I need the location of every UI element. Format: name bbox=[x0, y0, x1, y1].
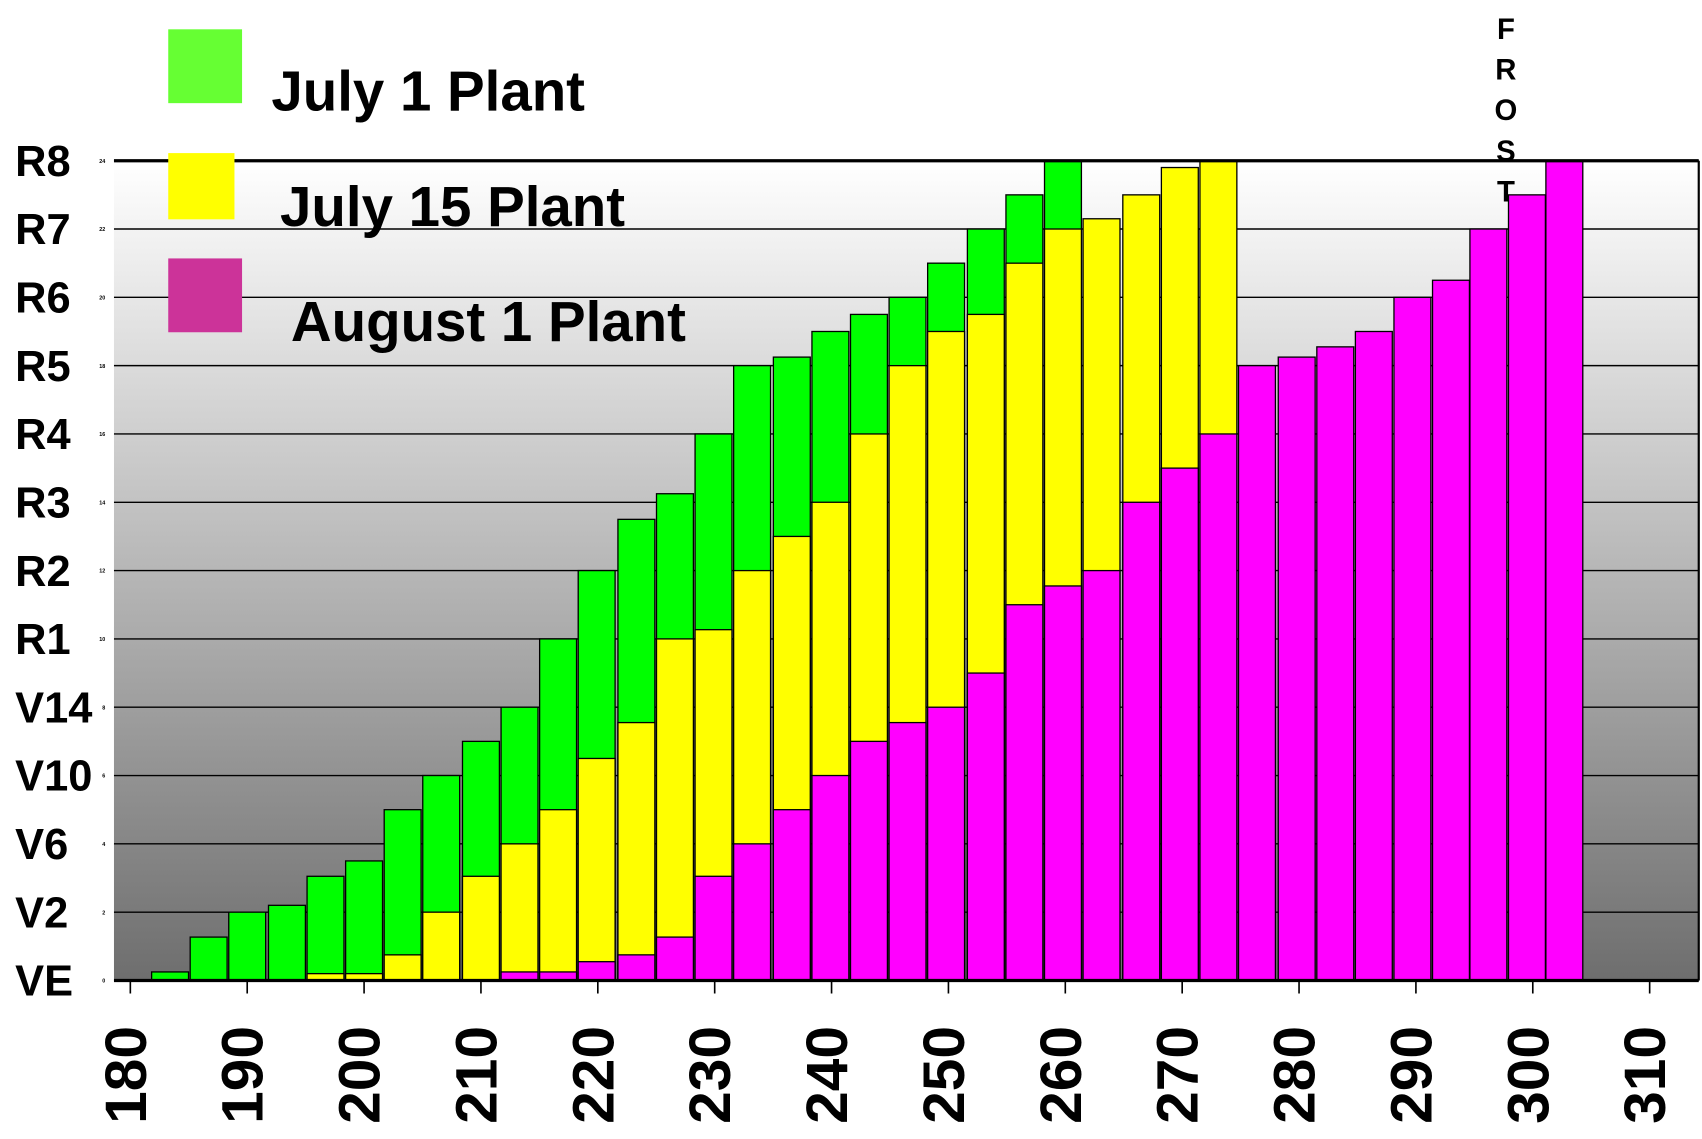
y-tick-label: 8 bbox=[102, 705, 105, 711]
y-tick-label: 18 bbox=[99, 364, 105, 370]
bar bbox=[811, 774, 850, 982]
bar bbox=[1431, 279, 1471, 982]
x-tick-label: 310 bbox=[1613, 1026, 1678, 1124]
x-tick-label: 260 bbox=[1029, 1026, 1094, 1124]
bar bbox=[500, 843, 539, 982]
bar bbox=[966, 672, 1005, 982]
bar bbox=[577, 757, 616, 982]
bar bbox=[655, 638, 695, 982]
stage-label: R7 bbox=[15, 206, 70, 254]
legend: July 1 Plant July 15 Plant August 1 Plant bbox=[168, 29, 686, 353]
stage-label: VE bbox=[15, 958, 73, 1006]
x-tick-label: 300 bbox=[1496, 1026, 1561, 1124]
y-tick-label: 16 bbox=[99, 432, 105, 438]
legend-swatch bbox=[168, 153, 235, 220]
bar bbox=[617, 721, 656, 982]
bar bbox=[926, 706, 966, 982]
bar bbox=[888, 721, 927, 982]
y-tick-label: 4 bbox=[102, 842, 105, 848]
y-tick-label: 14 bbox=[99, 500, 105, 506]
bar bbox=[694, 875, 733, 982]
x-tick-label: 220 bbox=[561, 1026, 626, 1124]
x-tick-label: 280 bbox=[1263, 1026, 1328, 1124]
x-tick-label: 270 bbox=[1146, 1026, 1211, 1124]
stage-label: R8 bbox=[15, 138, 70, 186]
bar bbox=[344, 860, 384, 982]
stage-label: R4 bbox=[15, 411, 70, 459]
bar bbox=[383, 809, 422, 982]
stage-label: R2 bbox=[15, 548, 70, 596]
y-tick-label: 10 bbox=[99, 637, 105, 643]
bar bbox=[1469, 228, 1508, 982]
bar bbox=[267, 904, 307, 982]
legend-swatch bbox=[168, 29, 243, 104]
bar bbox=[655, 936, 695, 982]
stage-label: R1 bbox=[15, 616, 70, 664]
legend-label: August 1 Plant bbox=[291, 290, 686, 353]
stage-label: V10 bbox=[15, 753, 92, 801]
stage-label: R3 bbox=[15, 479, 70, 527]
stage-label: R5 bbox=[15, 343, 70, 391]
x-tick-label: 230 bbox=[678, 1026, 743, 1124]
stage-label: V6 bbox=[15, 821, 68, 869]
bar bbox=[383, 954, 422, 982]
bar bbox=[1122, 501, 1161, 982]
bar bbox=[1507, 194, 1547, 982]
y-tick-label: 0 bbox=[102, 979, 105, 985]
bar bbox=[1354, 330, 1393, 982]
bar bbox=[461, 875, 501, 982]
stage-label: V2 bbox=[15, 889, 68, 937]
x-tick-label: 190 bbox=[211, 1026, 276, 1124]
frost-annotation: FROST bbox=[1489, 13, 1522, 216]
x-tick-label: 180 bbox=[94, 1026, 159, 1124]
axes: 0 VE 2 V2 4 V6 6 V10 8 V14 10 R1 12 R2 14 R3 16 R4 18 R5 20 R… bbox=[15, 13, 1700, 1124]
bar bbox=[1316, 346, 1355, 982]
bar bbox=[849, 740, 889, 982]
bar bbox=[1199, 433, 1238, 982]
legend-swatch bbox=[168, 258, 243, 333]
y-tick-label: 6 bbox=[102, 774, 105, 780]
legend-label: July 15 Plant bbox=[280, 175, 625, 238]
bar bbox=[577, 961, 616, 982]
legend-label: July 1 Plant bbox=[271, 60, 585, 123]
y-tick-label: 12 bbox=[99, 569, 105, 575]
bar bbox=[1160, 467, 1199, 982]
bar bbox=[228, 911, 267, 982]
bar bbox=[1277, 356, 1316, 982]
bar bbox=[422, 911, 461, 982]
y-tick-label: 24 bbox=[99, 159, 105, 165]
x-tick-label: 250 bbox=[912, 1026, 977, 1124]
bar bbox=[1082, 569, 1121, 982]
bar bbox=[1545, 160, 1584, 982]
x-tick-label: 210 bbox=[444, 1026, 509, 1124]
x-tick-label: 290 bbox=[1379, 1026, 1444, 1124]
x-tick-label: 200 bbox=[328, 1026, 393, 1124]
bar bbox=[1005, 604, 1044, 982]
bar bbox=[1043, 585, 1083, 982]
y-tick-label: 20 bbox=[99, 295, 105, 301]
stage-label: R6 bbox=[15, 275, 70, 323]
bar bbox=[732, 843, 772, 982]
x-tick-label: 240 bbox=[795, 1026, 860, 1124]
bar bbox=[538, 809, 578, 982]
bar bbox=[772, 809, 811, 982]
y-tick-label: 2 bbox=[102, 910, 105, 916]
bar bbox=[306, 875, 345, 982]
bar bbox=[1237, 364, 1277, 982]
bar bbox=[617, 954, 656, 982]
bar bbox=[189, 936, 228, 982]
y-tick-label: 22 bbox=[99, 227, 105, 233]
stage-label: V14 bbox=[15, 684, 92, 732]
bar bbox=[1393, 296, 1432, 982]
